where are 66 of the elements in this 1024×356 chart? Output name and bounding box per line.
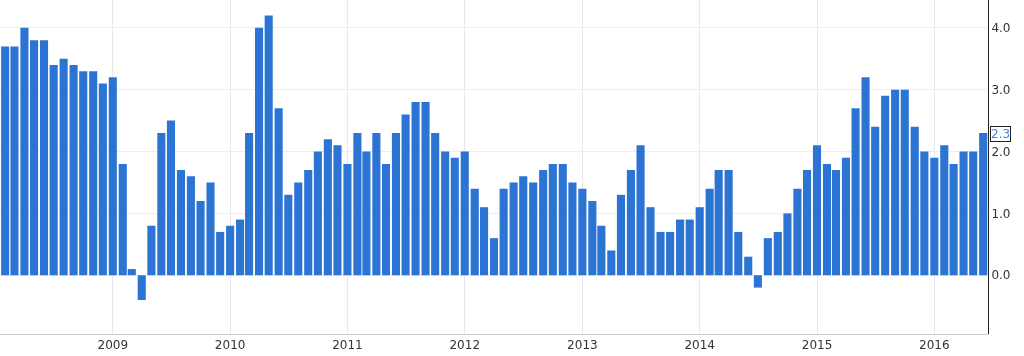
bar xyxy=(529,182,538,276)
bar xyxy=(744,256,753,276)
bar xyxy=(391,132,401,276)
bar xyxy=(626,170,635,276)
bar xyxy=(147,225,156,276)
bar xyxy=(98,83,107,276)
bar xyxy=(30,40,39,276)
bar xyxy=(313,151,322,276)
bar xyxy=(940,145,949,276)
bar xyxy=(157,132,166,276)
bar xyxy=(930,157,939,276)
y-tick-label: 4.0 xyxy=(991,21,1011,36)
bar xyxy=(255,27,264,276)
bar xyxy=(607,250,616,276)
bar xyxy=(39,40,49,276)
y-tick-label: 0.0 xyxy=(991,268,1011,283)
bar xyxy=(304,170,313,276)
bar xyxy=(841,157,850,276)
bar xyxy=(881,95,890,276)
bar xyxy=(108,77,117,276)
bar xyxy=(793,188,802,276)
x-tick-label: 2016 xyxy=(919,338,950,353)
bar xyxy=(441,151,450,276)
bar xyxy=(166,120,176,276)
bar xyxy=(460,151,469,276)
bar xyxy=(763,238,772,276)
x-tick-label: 2014 xyxy=(684,338,715,353)
bar xyxy=(372,132,381,276)
bar xyxy=(578,188,587,276)
bar xyxy=(59,58,68,276)
bar xyxy=(226,225,235,276)
x-tick-label: 2011 xyxy=(332,338,363,353)
x-tick-label: 2015 xyxy=(801,338,833,353)
bar xyxy=(539,170,548,276)
x-tick-label: 2013 xyxy=(567,338,598,353)
bar xyxy=(499,188,508,276)
y-tick-label: 2.0 xyxy=(991,144,1011,159)
bar xyxy=(186,176,195,276)
bar xyxy=(401,114,410,276)
bar xyxy=(891,89,900,276)
bar xyxy=(176,170,185,276)
x-tick-label: 2012 xyxy=(449,338,481,353)
bar xyxy=(137,275,146,300)
bar xyxy=(695,207,704,276)
bar xyxy=(803,170,812,276)
bar xyxy=(548,163,557,276)
text: 2.3 xyxy=(991,127,1011,141)
bar xyxy=(685,219,694,276)
bar xyxy=(294,182,303,276)
bar xyxy=(979,132,988,276)
bar xyxy=(489,238,499,276)
bar xyxy=(89,71,98,276)
bar xyxy=(381,163,391,276)
y-tick-label: 3.0 xyxy=(991,82,1011,97)
bar xyxy=(49,64,58,276)
bar xyxy=(753,275,762,288)
bar xyxy=(616,194,625,276)
y-tick-label: 1.0 xyxy=(991,206,1011,221)
x-tick-label: 2010 xyxy=(214,338,246,353)
bar xyxy=(949,163,958,276)
x-tick-label: 2009 xyxy=(97,338,129,353)
bar xyxy=(676,219,685,276)
bar xyxy=(900,89,909,276)
bar xyxy=(450,157,459,276)
bar xyxy=(264,15,273,276)
bar xyxy=(812,145,822,276)
